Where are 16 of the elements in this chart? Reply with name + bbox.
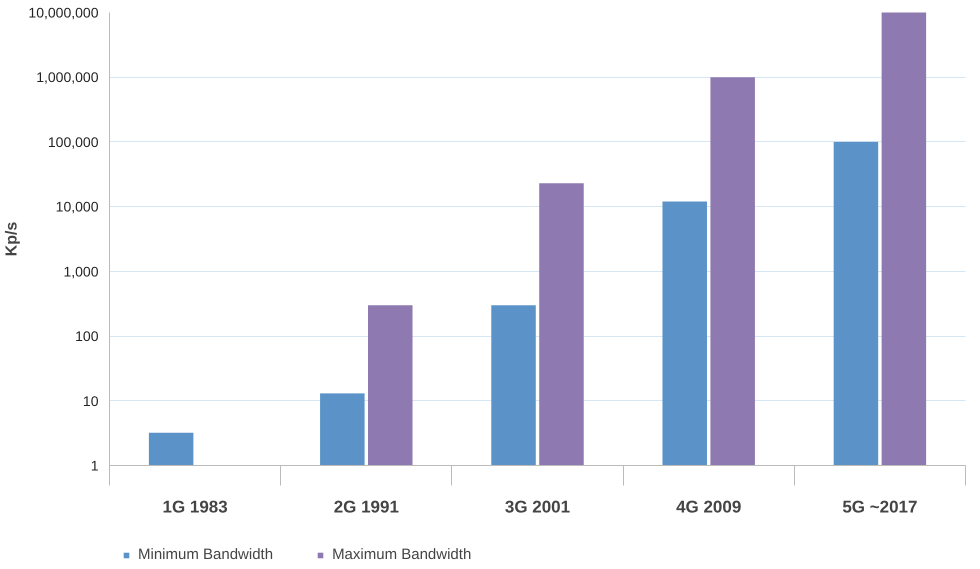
- x-tick-label: 5G ~2017: [842, 498, 918, 516]
- legend-label: Maximum Bandwidth: [332, 546, 472, 563]
- x-tick-label: 4G 2009: [676, 498, 742, 516]
- y-tick-label: 1,000: [63, 263, 99, 280]
- y-tick-label: 100,000: [48, 134, 99, 150]
- x-tick-label: 1G 1983: [162, 498, 228, 516]
- y-axis-title: Kp/s: [3, 222, 20, 256]
- y-tick-label: 1,000,000: [36, 69, 99, 86]
- y-tick-label: 10,000: [56, 198, 99, 215]
- y-tick-label: 100: [75, 328, 99, 344]
- y-tick-label: 10: [82, 392, 99, 409]
- y-tick-label: 1: [90, 458, 99, 474]
- legend-label: Minimum Bandwidth: [138, 546, 274, 563]
- x-tick-label: 2G 1991: [334, 498, 399, 516]
- x-tick-label: 3G 2001: [504, 498, 570, 516]
- y-tick-label: 10,000,000: [28, 4, 99, 20]
